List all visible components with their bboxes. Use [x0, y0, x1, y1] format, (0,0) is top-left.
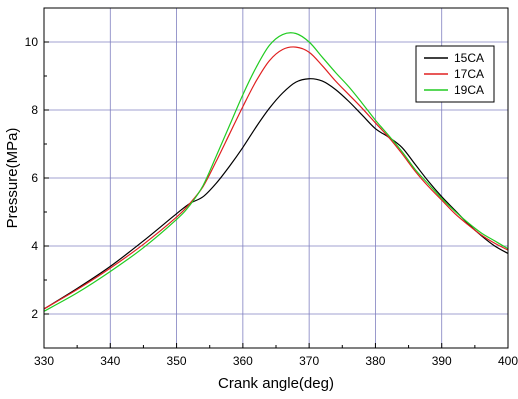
series-line-15CA: [43, 78, 509, 310]
x-tick-label: 350: [167, 354, 187, 368]
y-tick-label: 6: [31, 171, 38, 185]
legend: 15CA 17CA 19CA: [415, 45, 495, 103]
legend-label-15CA: 15CA: [454, 51, 484, 65]
x-tick-label: 330: [34, 354, 54, 368]
x-tick-label: 360: [233, 354, 253, 368]
y-tick-label: 8: [31, 103, 38, 117]
y-tick-label: 4: [31, 239, 38, 253]
x-tick-label: 400: [498, 354, 518, 368]
axis-ticks: 330 340 350 360 370 380 390 400 2 4 6 8 10: [25, 35, 518, 368]
series-lines: [43, 32, 509, 312]
x-tick-label: 370: [299, 354, 319, 368]
x-axis-label: Crank angle(deg): [218, 375, 334, 392]
y-axis-label: Pressure(MPa): [4, 128, 21, 229]
y-tick-label: 10: [25, 35, 39, 49]
series-line-19CA: [43, 32, 509, 312]
legend-label-17CA: 17CA: [454, 67, 484, 81]
x-tick-label: 390: [432, 354, 452, 368]
x-tick-label: 340: [100, 354, 120, 368]
x-tick-label: 380: [365, 354, 385, 368]
legend-label-19CA: 19CA: [454, 83, 484, 97]
series-line-17CA: [43, 46, 509, 310]
y-tick-label: 2: [31, 307, 38, 321]
